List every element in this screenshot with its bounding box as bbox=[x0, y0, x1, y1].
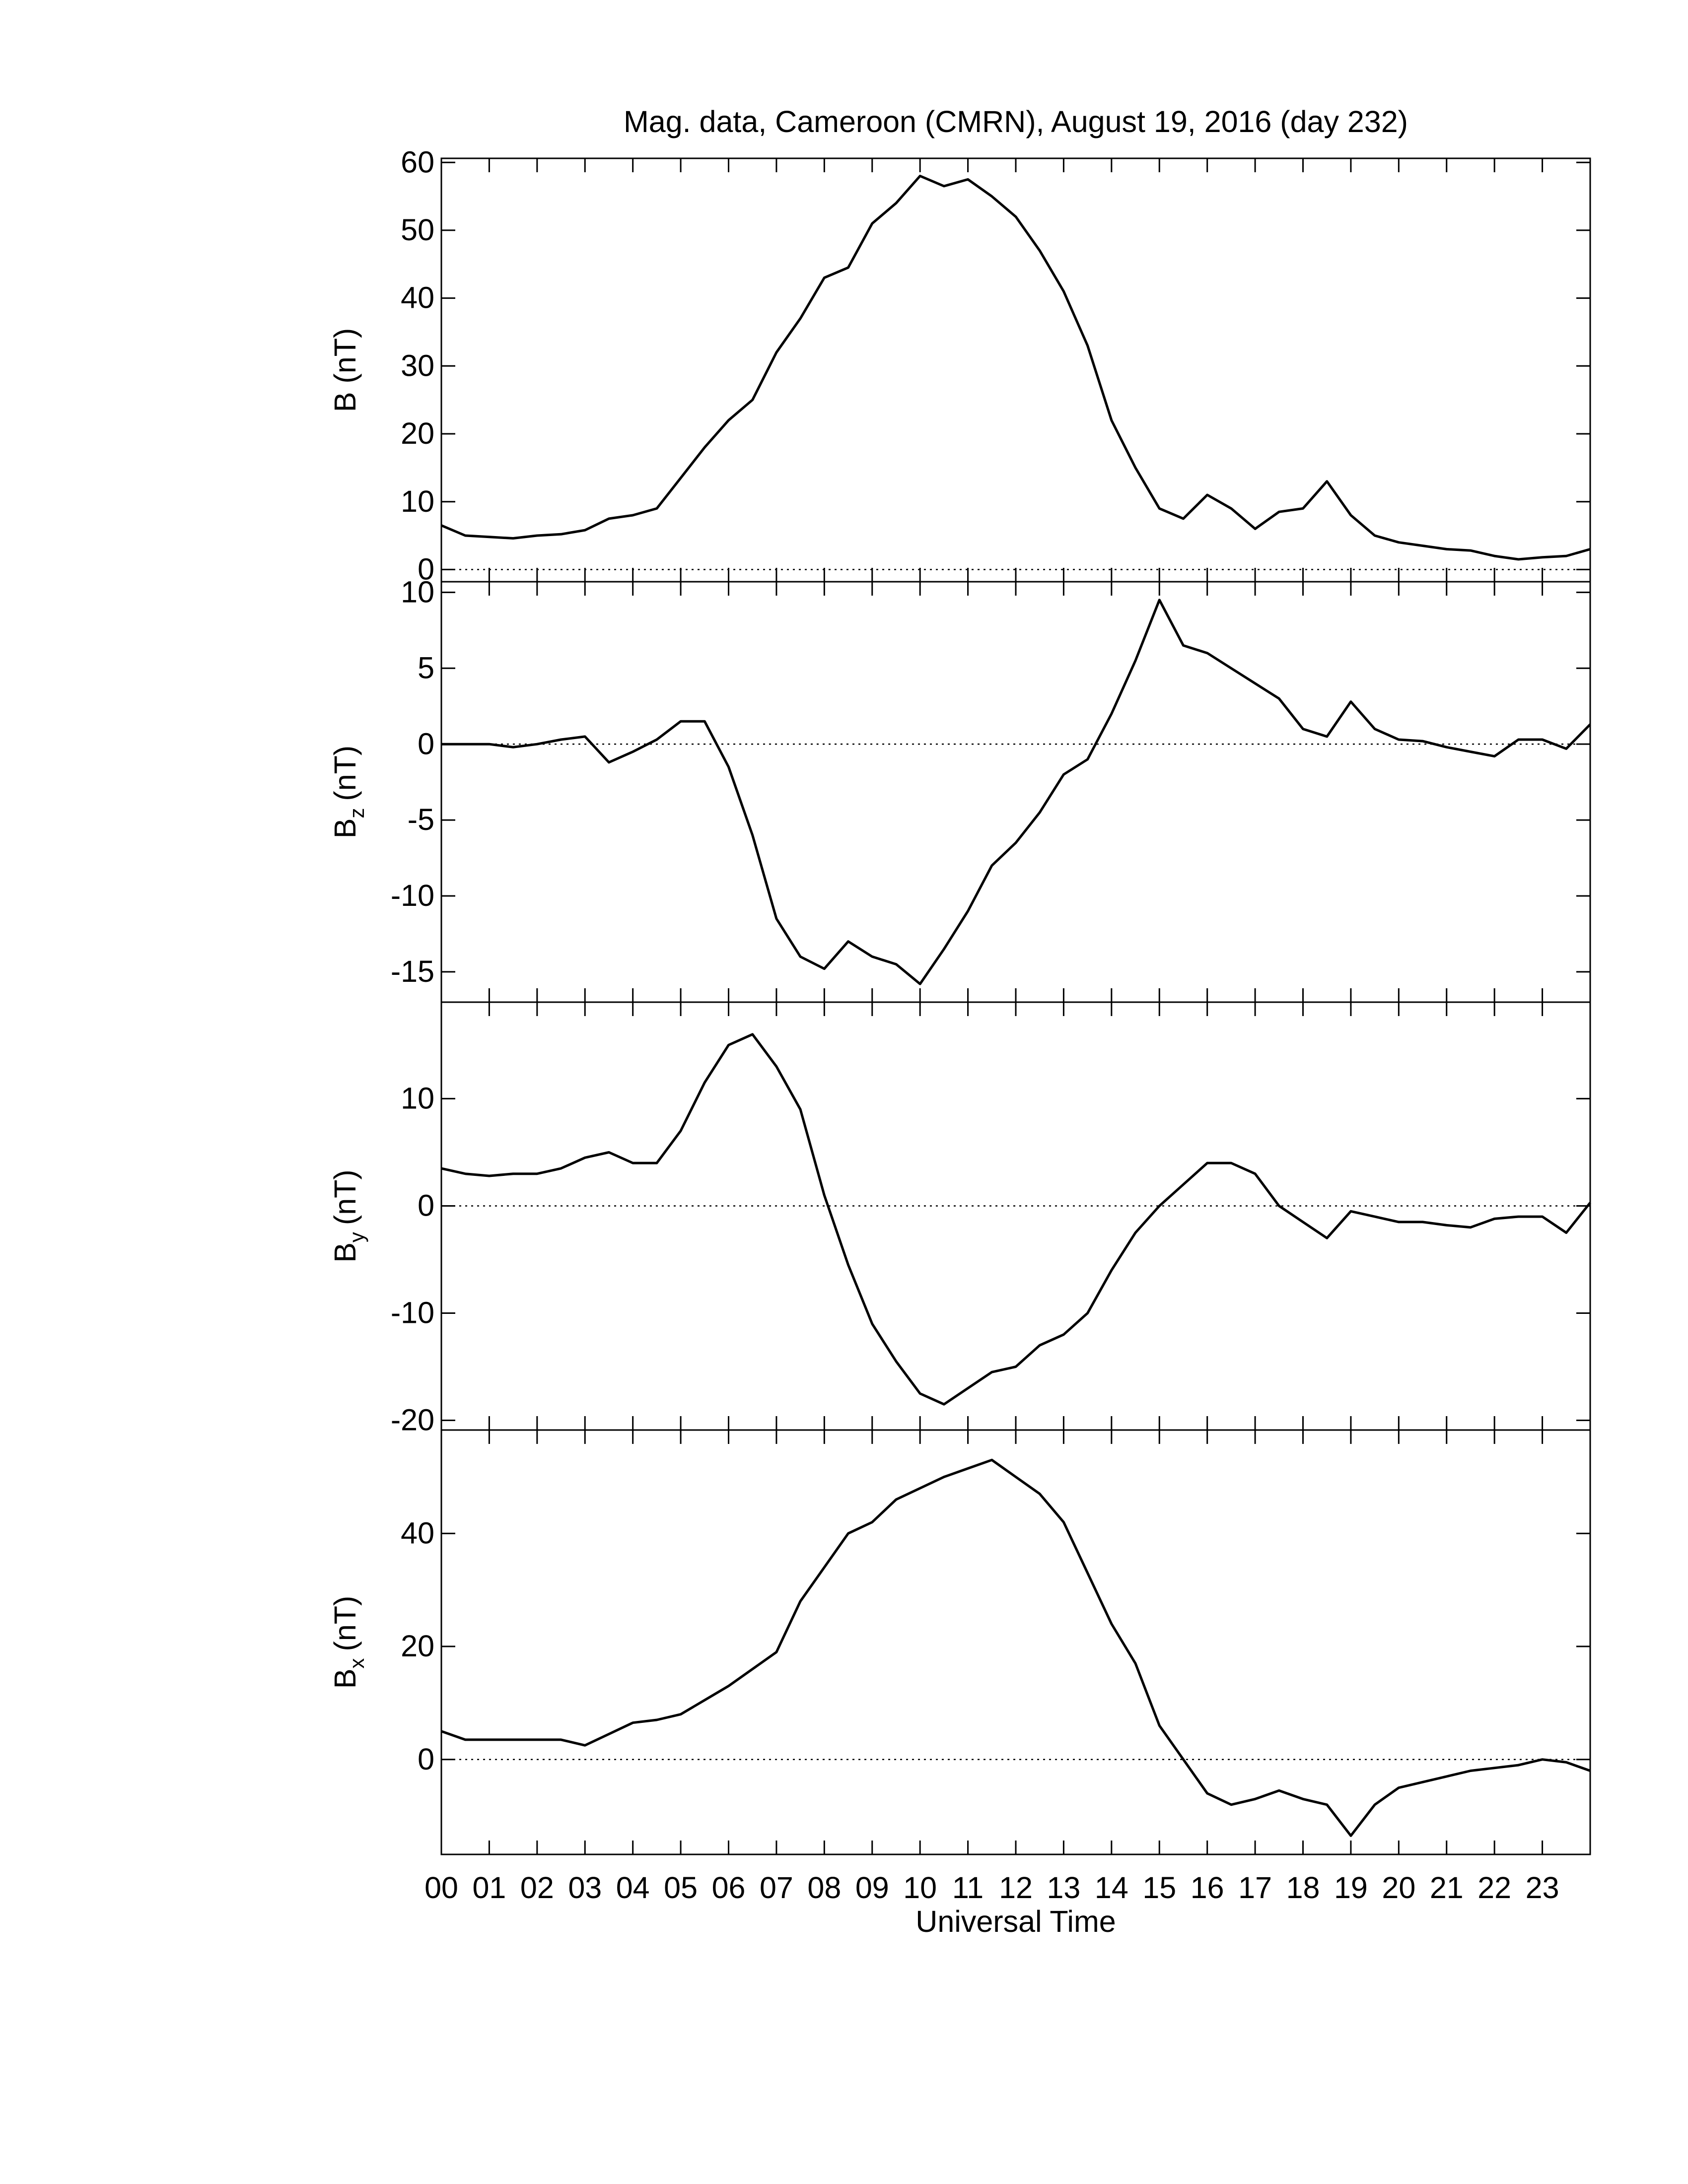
x-tick-label: 00 bbox=[424, 1871, 458, 1905]
data-line bbox=[441, 175, 1591, 561]
y-label-unit: (nT) bbox=[328, 1169, 362, 1225]
x-axis-label: Universal Time bbox=[915, 1905, 1116, 1938]
y-tick-label: -10 bbox=[391, 879, 434, 912]
y-label-sub: x bbox=[345, 1658, 368, 1669]
x-tick-label: 14 bbox=[1095, 1871, 1128, 1905]
x-tick-label: 01 bbox=[472, 1871, 506, 1905]
y-tick-label: 20 bbox=[401, 1629, 434, 1663]
x-tick-label: 04 bbox=[616, 1871, 650, 1905]
y-axis-label: B (nT) bbox=[328, 328, 362, 412]
y-tick-label: -10 bbox=[391, 1296, 434, 1330]
x-tick-label: 15 bbox=[1142, 1871, 1176, 1905]
y-tick-label: 0 bbox=[418, 1742, 434, 1776]
y-label-sub: z bbox=[345, 808, 368, 819]
x-tick-label: 05 bbox=[664, 1871, 698, 1905]
y-tick-label: -15 bbox=[391, 955, 434, 988]
y-tick-label: -20 bbox=[391, 1403, 434, 1437]
x-tick-label: 16 bbox=[1191, 1871, 1224, 1905]
x-tick-label: 19 bbox=[1334, 1871, 1368, 1905]
y-tick-label: 0 bbox=[418, 1189, 434, 1223]
y-axis-label: Bz (nT) bbox=[328, 746, 368, 839]
y-tick-label: 0 bbox=[418, 552, 434, 586]
x-tick-label: 10 bbox=[903, 1871, 937, 1905]
data-line bbox=[441, 1458, 1591, 1837]
y-label-unit: (nT) bbox=[328, 746, 362, 801]
x-tick-label: 07 bbox=[760, 1871, 793, 1905]
y-label-main: B bbox=[328, 1242, 362, 1263]
y-tick-label: 10 bbox=[401, 1082, 434, 1115]
x-tick-label: 17 bbox=[1238, 1871, 1272, 1905]
y-tick-label: 20 bbox=[401, 416, 434, 450]
y-tick-label: -5 bbox=[408, 803, 434, 836]
x-tick-label: 08 bbox=[807, 1871, 841, 1905]
x-tick-label: 22 bbox=[1477, 1871, 1511, 1905]
y-axis-label: Bx (nT) bbox=[328, 1596, 368, 1689]
y-tick-label: 10 bbox=[401, 575, 434, 609]
y-label-main: B bbox=[328, 1669, 362, 1689]
x-tick-label: 23 bbox=[1526, 1871, 1559, 1905]
y-axis-label: By (nT) bbox=[328, 1169, 368, 1263]
y-tick-label: 50 bbox=[401, 213, 434, 247]
y-tick-label: 30 bbox=[401, 348, 434, 382]
x-tick-label: 02 bbox=[520, 1871, 554, 1905]
y-tick-label: 40 bbox=[401, 281, 434, 315]
y-label-main: B bbox=[328, 819, 362, 839]
x-tick-label: 06 bbox=[712, 1871, 746, 1905]
y-tick-label: 60 bbox=[401, 145, 434, 179]
y-tick-label: 0 bbox=[418, 727, 434, 760]
plot-frame bbox=[440, 1429, 1591, 1855]
x-tick-label: 03 bbox=[568, 1871, 602, 1905]
data-line bbox=[441, 1033, 1591, 1406]
x-tick-label: 20 bbox=[1382, 1871, 1415, 1905]
y-label-unit: (nT) bbox=[328, 1596, 362, 1651]
y-tick-label: 5 bbox=[418, 651, 434, 684]
y-tick-label: 10 bbox=[401, 484, 434, 518]
y-tick-label: 40 bbox=[401, 1516, 434, 1550]
data-line bbox=[441, 599, 1591, 985]
x-tick-label: 13 bbox=[1047, 1871, 1080, 1905]
x-tick-label: 12 bbox=[999, 1871, 1033, 1905]
x-tick-label: 18 bbox=[1286, 1871, 1320, 1905]
x-tick-label: 21 bbox=[1430, 1871, 1464, 1905]
x-tick-label: 11 bbox=[952, 1871, 984, 1905]
y-label-main: B (nT) bbox=[328, 328, 362, 412]
x-tick-label: 09 bbox=[855, 1871, 889, 1905]
chart-title: Mag. data, Cameroon (CMRN), August 19, 2… bbox=[624, 105, 1408, 138]
y-label-sub: y bbox=[345, 1232, 368, 1242]
